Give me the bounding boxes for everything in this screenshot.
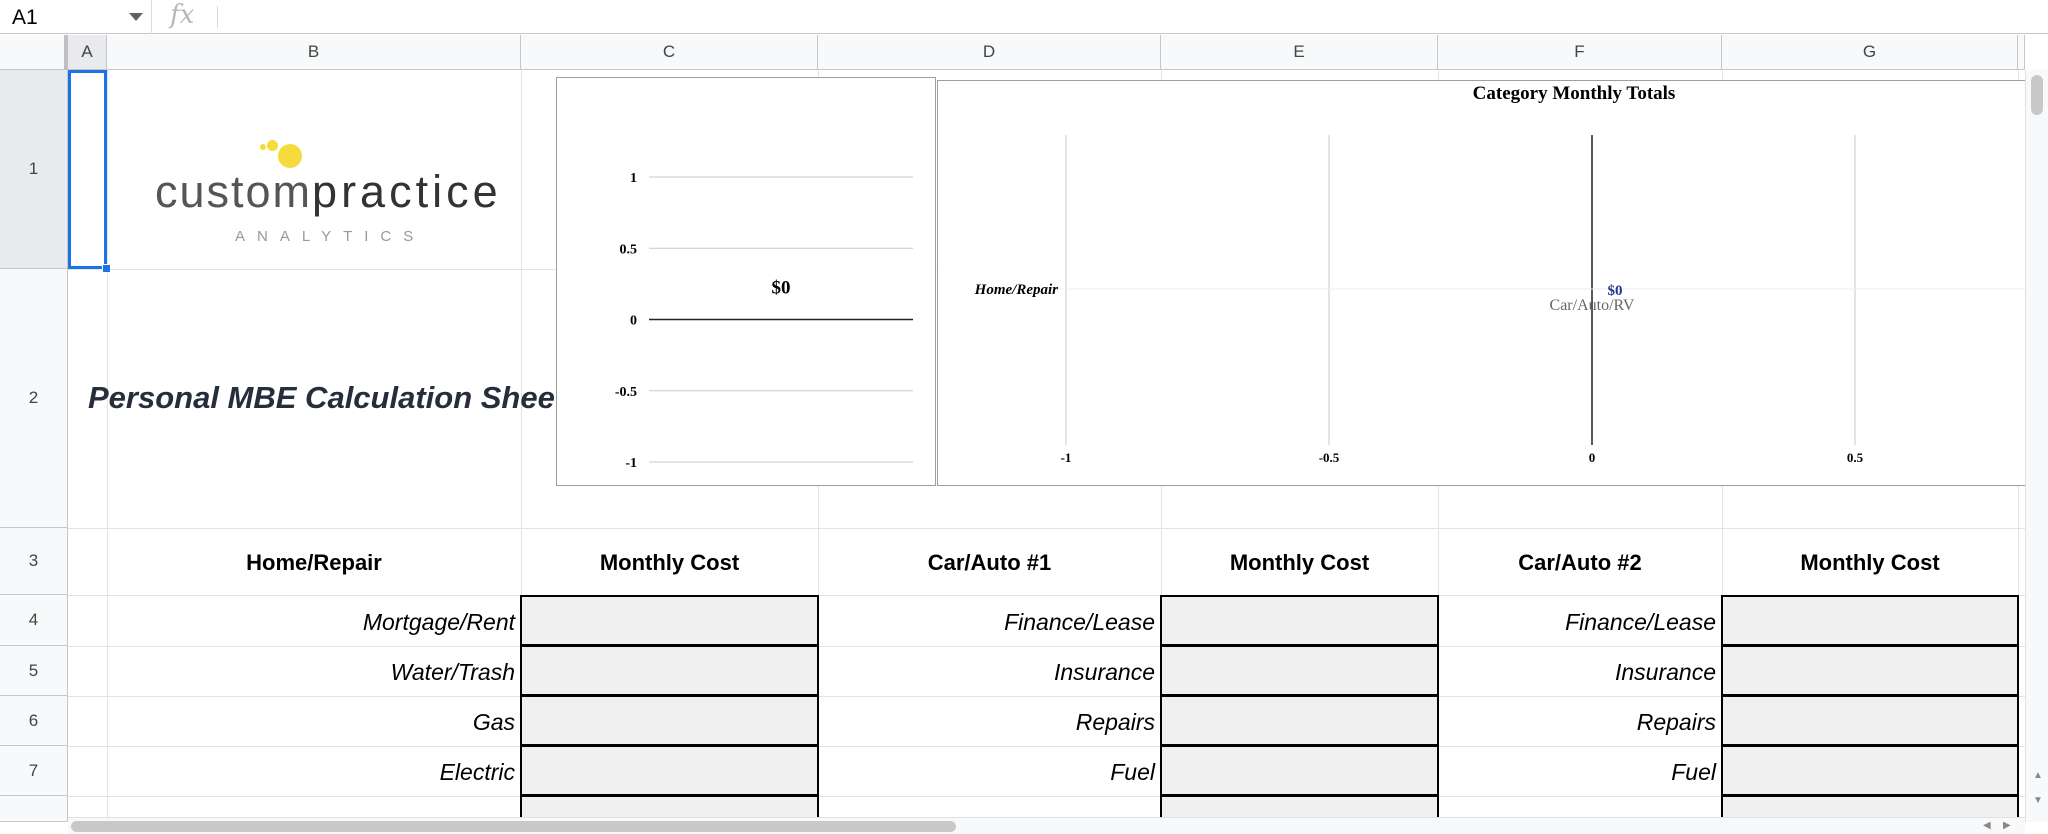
company-logo: custompractice ANALYTICS xyxy=(155,130,498,260)
select-all-corner[interactable] xyxy=(0,35,68,70)
monthly-cost-header-1: Monthly Cost xyxy=(599,550,740,575)
x-tick-label: 0 xyxy=(1589,450,1596,465)
section-header-home-repair: Home/Repair xyxy=(246,550,382,575)
section-header-car-auto-1: Car/Auto #1 xyxy=(927,550,1052,575)
row-label: Fuel xyxy=(1110,759,1155,785)
row-header-6[interactable]: 6 xyxy=(0,696,68,746)
cost-input-cell[interactable] xyxy=(1721,695,2019,746)
row-label: Finance/Lease xyxy=(1004,609,1155,635)
chart-2[interactable]: Category Monthly Totals -1 -0.5 0 0.5 Home/R… xyxy=(937,80,2027,486)
scroll-down-icon[interactable]: ▼ xyxy=(2033,795,2043,806)
grid-line xyxy=(68,646,2028,647)
y-tick-label: 0.5 xyxy=(620,242,638,257)
row-label: Mortgage/Rent xyxy=(362,609,515,635)
chart-1[interactable]: 1 0.5 0 -0.5 -1 $0 xyxy=(556,77,936,486)
x-tick-label: -0.5 xyxy=(1319,450,1340,465)
cost-input-cell[interactable] xyxy=(1160,645,1439,696)
cost-input-cell[interactable] xyxy=(1721,745,2019,796)
fx-icon: fx xyxy=(170,0,195,30)
name-box-value: A1 xyxy=(12,6,38,29)
row-label: Repairs xyxy=(1075,709,1155,735)
logo-dot-small xyxy=(260,144,266,150)
cost-input-cell[interactable] xyxy=(1160,595,1439,646)
vertical-scrollbar[interactable]: ▲ ▼ xyxy=(2025,70,2048,822)
grid-line xyxy=(68,528,2028,529)
data-label: $0 xyxy=(772,278,791,299)
scroll-up-icon[interactable]: ▲ xyxy=(2033,770,2043,781)
active-cell-selection[interactable] xyxy=(68,70,107,269)
y-tick-label: 0 xyxy=(630,314,637,329)
chart-title: Category Monthly Totals xyxy=(1473,83,1676,104)
row-label: Repairs xyxy=(1636,709,1716,735)
grid-line xyxy=(68,696,2028,697)
data-label: $0 xyxy=(1608,283,1623,299)
monthly-cost-header-3: Monthly Cost xyxy=(1800,550,1940,575)
grid-line xyxy=(68,595,2028,596)
row-label: Gas xyxy=(472,709,515,735)
cost-input-cell[interactable] xyxy=(1160,745,1439,796)
logo-dot-large xyxy=(278,144,302,168)
fill-handle[interactable] xyxy=(102,264,111,273)
grid-line xyxy=(68,796,2028,797)
row-label: Fuel xyxy=(1671,759,1716,785)
column-header-h[interactable] xyxy=(2018,35,2025,70)
logo-wordmark: custompractice xyxy=(155,166,502,218)
row-header-5[interactable]: 5 xyxy=(0,646,68,696)
logo-dot-medium xyxy=(267,140,278,151)
row-label: Insurance xyxy=(1614,659,1716,685)
section-header-car-auto-2: Car/Auto #2 xyxy=(1518,550,1642,575)
x-tick-label: 0.5 xyxy=(1847,450,1864,465)
cost-input-cell[interactable] xyxy=(1721,595,2019,646)
chart-1-canvas: 1 0.5 0 -0.5 -1 $0 xyxy=(615,171,913,471)
sheet-title: Personal MBE Calculation Sheet xyxy=(88,380,566,415)
column-header-f[interactable]: F xyxy=(1438,35,1722,70)
formula-bar-divider xyxy=(217,6,218,28)
logo-word-bold: practice xyxy=(312,166,502,217)
category-label: Home/Repair xyxy=(974,282,1058,298)
row-header-4[interactable]: 4 xyxy=(0,595,68,646)
scroll-left-icon[interactable]: ◀ xyxy=(1983,820,1991,831)
row-label: Water/Trash xyxy=(390,659,515,685)
y-tick-label: 1 xyxy=(630,171,637,186)
cost-input-cell[interactable] xyxy=(1721,645,2019,696)
scroll-right-icon[interactable]: ▶ xyxy=(2003,820,2011,831)
corner-selection-marker xyxy=(64,35,68,70)
grid-line xyxy=(68,746,2028,747)
logo-subtitle: ANALYTICS xyxy=(235,228,426,245)
row-header-7[interactable]: 7 xyxy=(0,746,68,796)
row-label: Insurance xyxy=(1053,659,1155,685)
grid-line xyxy=(521,70,522,822)
formula-bar: A1 fx xyxy=(0,0,2048,34)
y-tick-label: -1 xyxy=(625,456,637,471)
category-label: Car/Auto/RV xyxy=(1550,297,1635,314)
column-header-e[interactable]: E xyxy=(1161,35,1438,70)
cost-input-cell[interactable] xyxy=(520,745,819,796)
row-header-8[interactable] xyxy=(0,796,68,822)
horizontal-scroll-thumb[interactable] xyxy=(71,821,956,832)
vertical-scroll-thumb[interactable] xyxy=(2031,75,2043,115)
cost-input-cell[interactable] xyxy=(520,645,819,696)
logo-word-light: custom xyxy=(155,166,313,217)
cost-input-cell[interactable] xyxy=(520,695,819,746)
row-header-1[interactable]: 1 xyxy=(0,70,68,269)
row-label: Electric xyxy=(439,759,515,785)
column-header-a[interactable]: A xyxy=(68,35,107,70)
chevron-down-icon[interactable] xyxy=(129,13,143,21)
row-label: Finance/Lease xyxy=(1565,609,1716,635)
row-header-3[interactable]: 3 xyxy=(0,528,68,595)
x-tick-label: -1 xyxy=(1061,450,1072,465)
row-header-2[interactable]: 2 xyxy=(0,269,68,528)
horizontal-scrollbar[interactable]: ◀ ▶ xyxy=(68,817,2025,834)
name-box[interactable]: A1 xyxy=(0,0,152,34)
column-header-c[interactable]: C xyxy=(521,35,818,70)
monthly-cost-header-2: Monthly Cost xyxy=(1229,550,1370,575)
column-header-b[interactable]: B xyxy=(107,35,521,70)
grid-line xyxy=(107,70,108,822)
column-header-g[interactable]: G xyxy=(1722,35,2018,70)
y-tick-label: -0.5 xyxy=(615,385,637,400)
cost-input-cell[interactable] xyxy=(1160,695,1439,746)
column-header-d[interactable]: D xyxy=(818,35,1161,70)
cost-input-cell[interactable] xyxy=(520,595,819,646)
chart-2-canvas: Category Monthly Totals -1 -0.5 0 0.5 Home/R… xyxy=(974,83,2026,465)
